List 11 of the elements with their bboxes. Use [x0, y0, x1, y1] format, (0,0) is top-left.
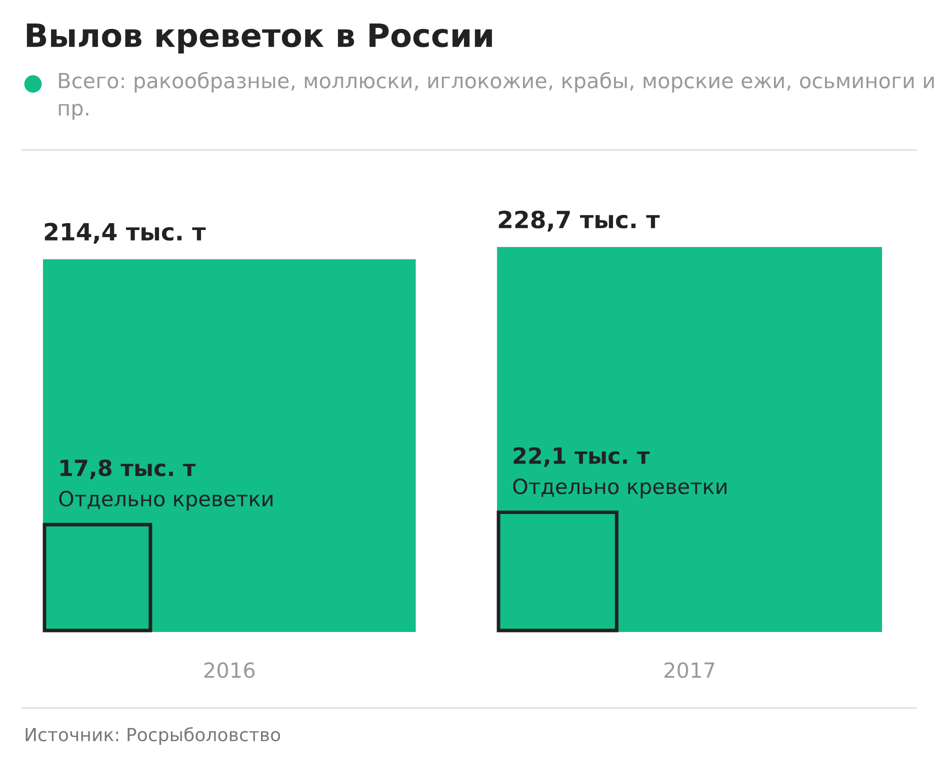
- text: Источник: Росрыболовство: [26, 727, 280, 745]
- data-label: 17,8 тыс. т: [60, 459, 196, 480]
- data-label: 228,7 тыс. т: [498, 210, 660, 232]
- text: Отдельно креветки: [59, 490, 272, 511]
- data-label: 22,1 тыс. т: [514, 447, 650, 467]
- series-label: Отдельно креветки: [513, 478, 726, 498]
- data-label: 214,4 тыс. т: [44, 222, 206, 244]
- legend-label: Всего: ракообразные, моллюски, иглокожие, крабы, морские ежи, осьминоги и пр.: [58, 72, 934, 120]
- category-label: 2017: [664, 662, 714, 678]
- category-label: 2016: [204, 662, 255, 678]
- text: Вылов креветок в России: [26, 24, 492, 54]
